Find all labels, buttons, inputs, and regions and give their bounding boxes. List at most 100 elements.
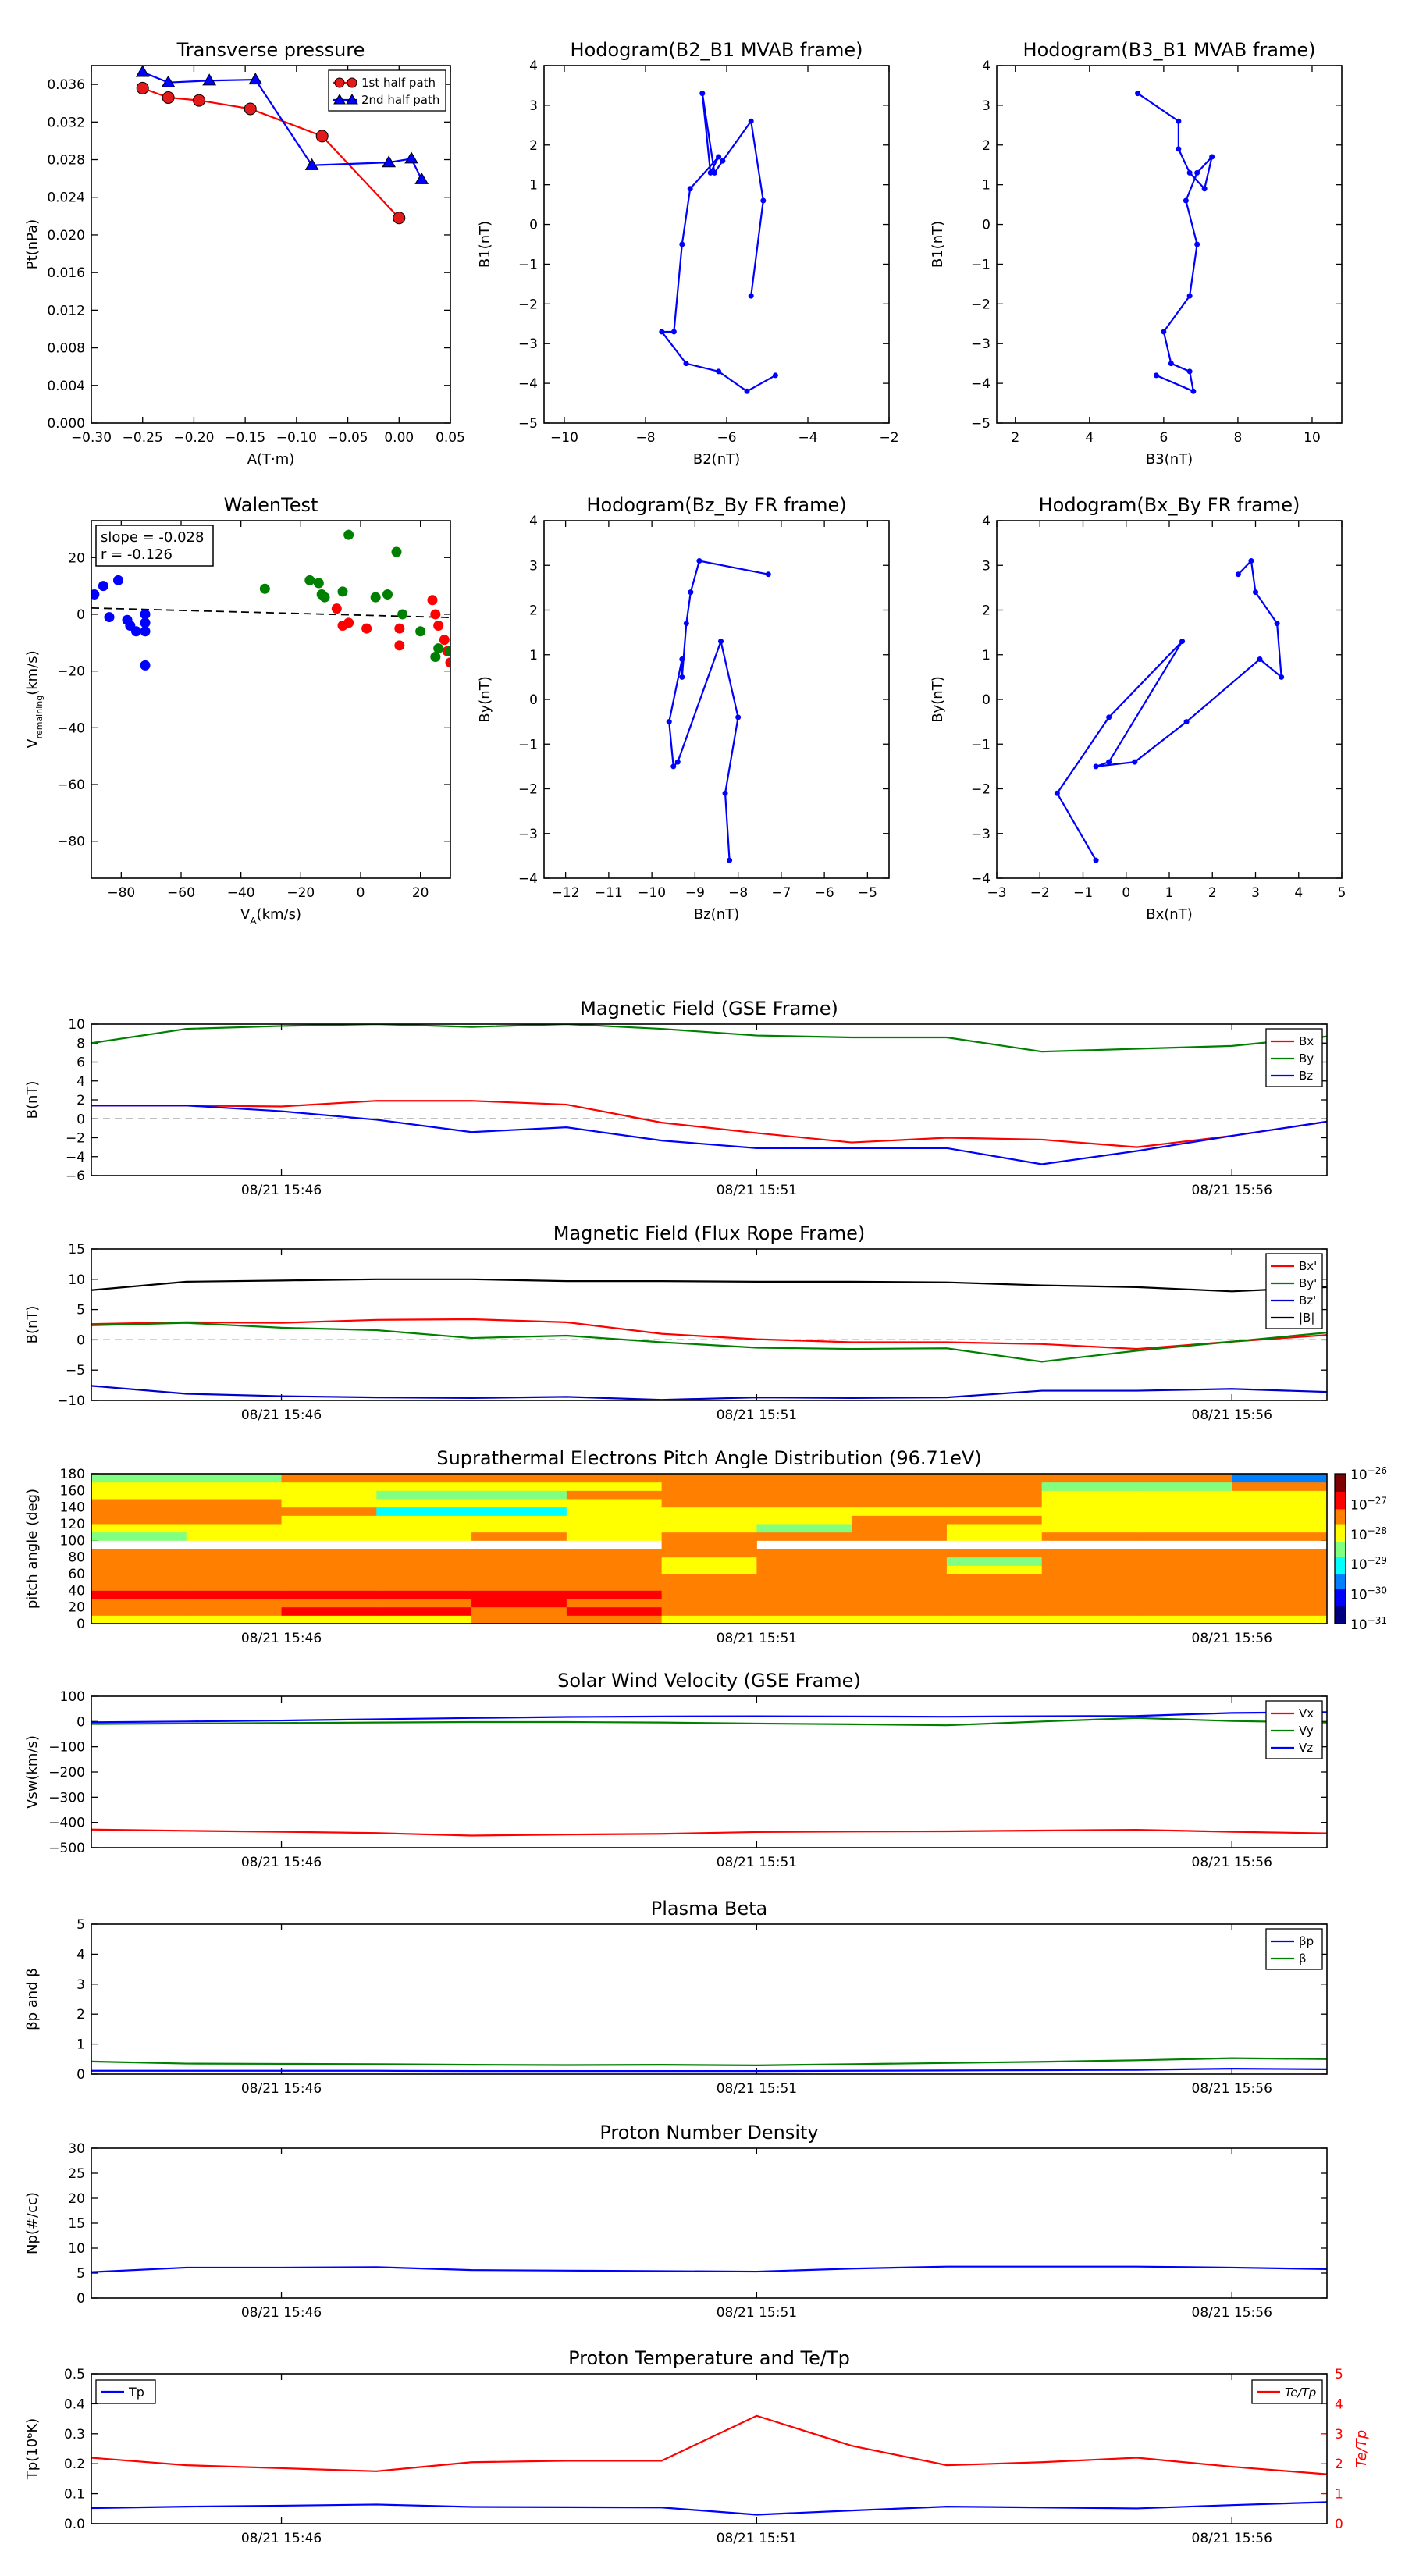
y-tick-label: 4 [982,59,991,74]
x-tick-label: 08/21 15:56 [1192,1183,1272,1198]
colorbar-segment [1335,1593,1346,1597]
y-axis-label: By(nT) [477,676,493,722]
series-line-Bx [91,1100,1327,1148]
axes-frame [91,520,451,879]
heatmap-cell [1232,1490,1327,1500]
colorbar-segment [1335,1553,1346,1557]
y-tick-label: 40 [68,1583,85,1599]
x-tick-label: −11 [595,885,623,901]
data-point [659,329,665,335]
heatmap-cell [661,1582,757,1591]
x-tick-label: 08/21 15:51 [717,1855,797,1870]
heatmap-cell [186,1490,283,1500]
heatmap-cell [661,1599,757,1608]
y-tick-label: −2 [971,782,991,798]
colorbar-segment [1335,1561,1346,1564]
y-right-tick-label: 2 [1335,2457,1343,2472]
colorbar-segment [1335,1581,1346,1585]
data-point [1132,759,1138,765]
annotation-text: slope = -0.028 [101,529,204,546]
legend: 1st half path 2nd half path [328,69,446,112]
y-tick-label: 0.0 [64,2517,85,2532]
legend-label: 2nd half path [361,93,439,107]
series-line-Bz' [91,1385,1327,1400]
x-tick-label: 2 [1208,885,1217,901]
colorbar-segment [1335,1621,1346,1624]
data-point [748,293,754,299]
heatmap-cell [281,1549,377,1558]
scatter-point [140,609,151,620]
y-tick-label: −4 [518,376,538,392]
legend-label: By [1299,1051,1314,1066]
data-point [1153,372,1159,379]
axes-frame [91,1695,1328,1848]
heatmap-cell [756,1549,852,1558]
series-line-Vy [91,1717,1327,1727]
heatmap-cell [946,1515,1043,1525]
series-line-series-0 [660,93,776,393]
panel-solar-wind: Solar Wind Velocity (GSE Frame) 08/21 15:… [24,1670,1328,1870]
y-tick-label: 0.028 [47,153,85,169]
y-tick-label: 0.036 [47,77,85,93]
heatmap-cell [91,1515,187,1525]
heatmap-cell [186,1615,283,1624]
x-tick-label: 0 [1122,885,1130,901]
heatmap-cell [1232,1524,1327,1533]
colorbar-segment [1335,1536,1346,1539]
heatmap-cell [281,1532,377,1541]
colorbar-segment [1335,1481,1346,1485]
data-point [1186,293,1193,299]
x-tick-label: 0 [357,885,365,901]
y-tick-label: 3 [76,1977,85,1993]
heatmap-cell [1232,1590,1327,1599]
heatmap-cell [946,1532,1043,1541]
y-tick-label: 0.016 [47,265,85,281]
data-point [135,66,150,77]
colorbar-segment [1335,1611,1346,1614]
x-tick-label: −1 [1073,885,1093,901]
data-point [404,151,418,164]
panel-hodogram-bx-by: Hodogram(Bx_By FR frame)−3 −2 −1 0 1 2 3 4 5−4−3… [930,494,1346,923]
heatmap-cell [1041,1565,1137,1574]
legend-label: |B| [1299,1311,1314,1325]
y-tick-label: 20 [68,550,85,566]
scatter-point [140,660,151,671]
panel-hodogram-b2-b1: Hodogram(B2_B1 MVAB frame)−10 −8 −6 −4 −2−5−… [477,39,899,468]
heatmap-cell [852,1507,948,1516]
heatmap-cell [1232,1474,1327,1483]
heatmap-cell [1136,1507,1232,1516]
legend: Bx' By' Bz' |B| [1265,1253,1323,1329]
plot-area [91,2414,1327,2516]
data-point [688,589,694,596]
heatmap-cell [852,1474,948,1483]
heatmap-cell [91,1565,187,1574]
y-tick-label: 5 [76,1303,85,1318]
x-tick-label: 08/21 15:56 [1192,1407,1272,1423]
colorbar-segment [1335,1574,1346,1577]
series-line-series-0 [1056,559,1282,861]
colorbar-segment [1335,1549,1346,1552]
data-point [202,73,217,86]
scatter-point [98,581,108,592]
x-tick-label: −6 [717,430,736,446]
y-tick-label: −3 [971,336,991,352]
data-point [1183,719,1190,725]
colorbar-segment [1335,1493,1346,1497]
panel-hodogram-b3-b1: Hodogram(B3_B1 MVAB frame)2 4 6 8 10−5−4−3−2… [930,39,1343,468]
colorbar-segment [1335,1521,1346,1525]
colorbar-segment [1335,1511,1346,1514]
heatmap-cell [661,1482,757,1491]
colorbar-segment [1335,1496,1346,1500]
colorbar-segment [1335,1614,1346,1617]
legend-marker [347,77,357,88]
heatmap-cell [91,1499,187,1508]
heatmap-cell [852,1524,948,1533]
heatmap-cell [1136,1532,1232,1541]
heatmap-cell [376,1606,472,1616]
data-point [1179,639,1186,645]
panel-title: Magnetic Field (Flux Rope Frame) [553,1222,865,1244]
y-tick-label: 4 [982,514,991,529]
y-tick-label: 0.3 [64,2427,85,2443]
heatmap-cell [852,1574,948,1583]
heatmap-cell [376,1507,472,1516]
